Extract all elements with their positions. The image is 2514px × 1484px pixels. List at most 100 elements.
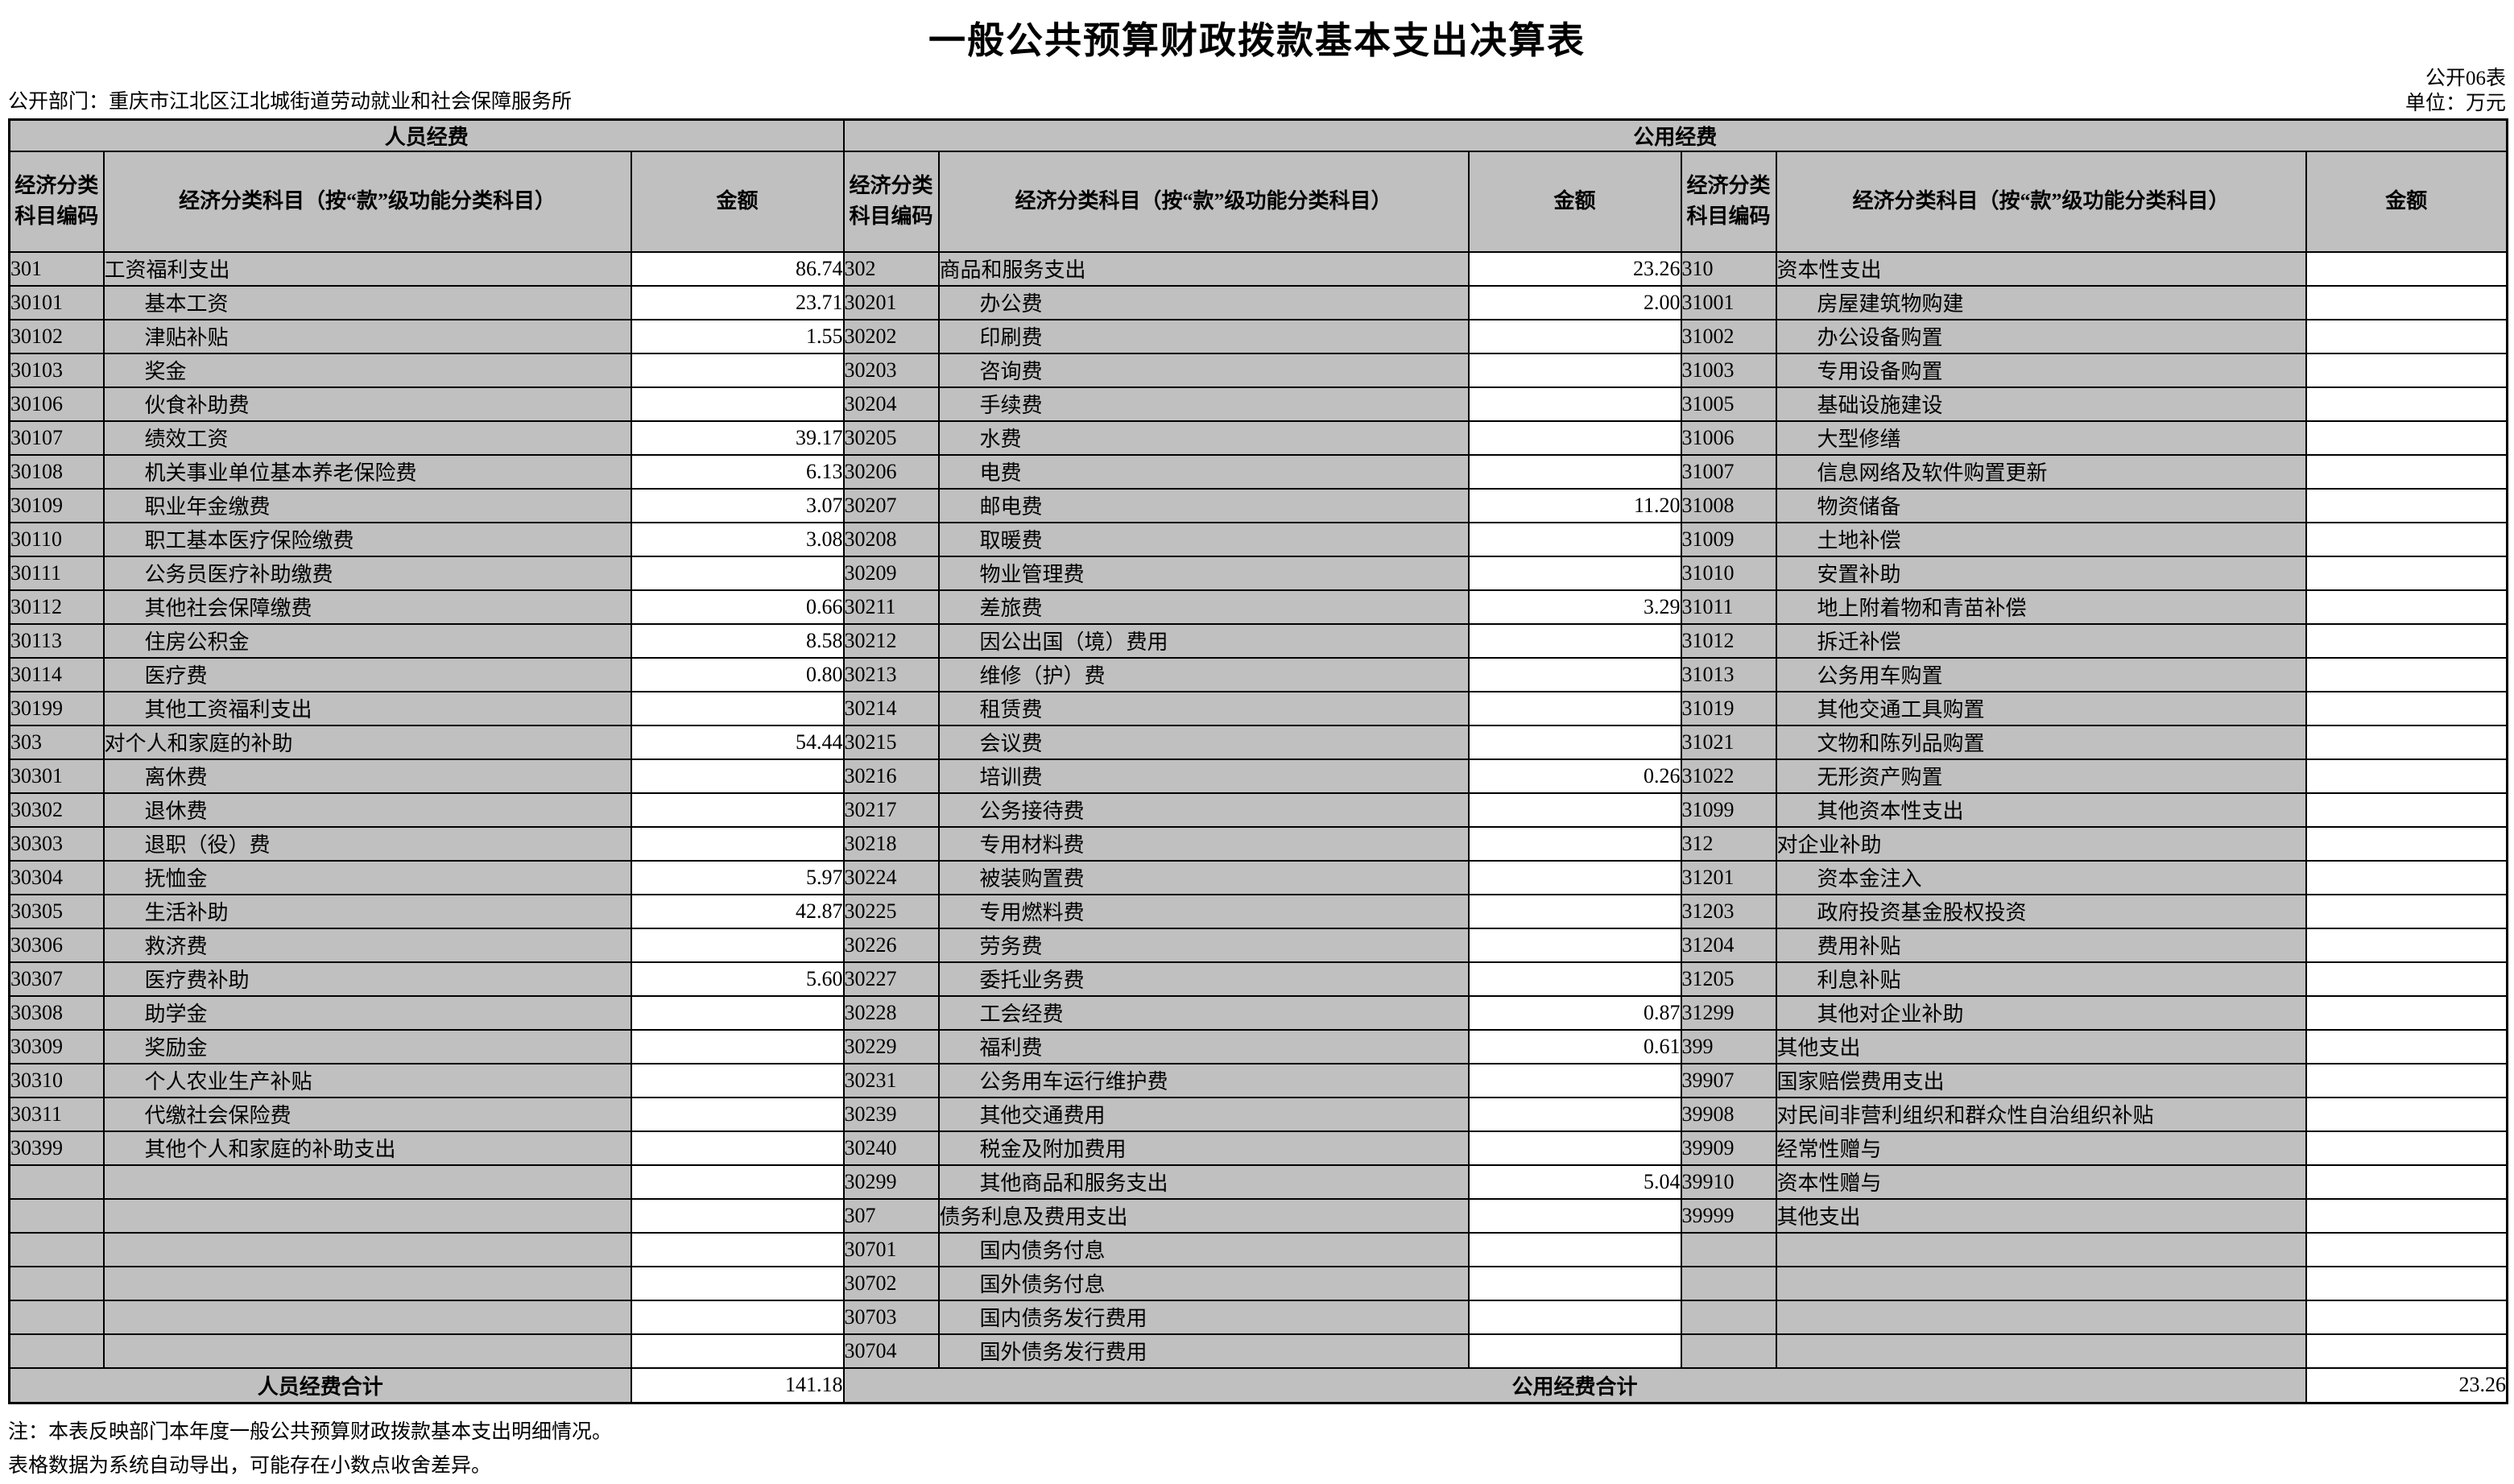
amount-cell: 5.97 (630, 859, 845, 895)
code-cell: 30199 (8, 690, 105, 726)
subject-cell: 房屋建筑物购建 (1775, 284, 2307, 320)
subject-cell: 水费 (937, 420, 1470, 456)
subject-cell: 国家赔偿费用支出 (1775, 1062, 2307, 1098)
subject-cell: 拆迁补偿 (1775, 622, 2307, 659)
amount-cell (2305, 453, 2508, 490)
amount-cell (2305, 487, 2508, 523)
code-cell: 30225 (842, 893, 940, 929)
table-row: 30106 伙食补助费 30204 手续费 31005 基础设施建设 (8, 386, 2508, 422)
amount-cell (1467, 386, 1682, 422)
table-row: 30305 生活补助 42.87 30225 专用燃料费 31203 政府投资基金股权投资 (8, 893, 2508, 929)
amount-cell: 3.29 (1467, 589, 1682, 625)
subject-cell: 职工基本医疗保险缴费 (102, 521, 632, 557)
table-row: 30399 其他个人和家庭的补助支出 30240 税金及附加费用 39909 经常性赠与 (8, 1130, 2508, 1166)
code-cell: 399 (1680, 1028, 1777, 1064)
table-row: 30103 奖金 30203 咨询费 31003 专用设备购置 (8, 352, 2508, 388)
subject-cell: 物业管理费 (937, 555, 1470, 591)
amount-cell (2305, 521, 2508, 557)
amount-cell (1467, 1096, 1682, 1132)
table-row: 30308 助学金 30228 工会经费 0.87 31299 其他对企业补助 (8, 994, 2508, 1031)
subject-cell: 专用材料费 (937, 825, 1470, 862)
subject-cell: 债务利息及费用支出 (937, 1197, 1470, 1234)
code-cell (1680, 1333, 1777, 1369)
table-row: 30703 国内债务发行费用 (8, 1299, 2508, 1335)
subject-cell: 国外债务发行费用 (937, 1333, 1470, 1369)
code-cell: 30299 (842, 1164, 940, 1200)
col-header-subject: 经济分类科目（按“款”级功能分类科目） (937, 150, 1470, 253)
subject-cell (1775, 1231, 2307, 1267)
subject-cell: 差旅费 (937, 589, 1470, 625)
amount-cell: 54.44 (630, 724, 845, 760)
amount-cell (2305, 758, 2508, 794)
code-cell: 30226 (842, 927, 940, 963)
amount-cell (1467, 893, 1682, 929)
col-header-subject: 经济分类科目（按“款”级功能分类科目） (1775, 150, 2307, 253)
subject-cell: 取暖费 (937, 521, 1470, 557)
code-cell: 30108 (8, 453, 105, 490)
meta-row: 公开部门：重庆市江北区江北城街道劳动就业和社会保障服务所 公开06表 单位：万元 (8, 66, 2506, 117)
meta-right: 公开06表 单位：万元 (2405, 66, 2506, 117)
amount-cell (2305, 893, 2508, 929)
amount-cell: 8.58 (630, 622, 845, 659)
code-cell: 30306 (8, 927, 105, 963)
code-cell: 31009 (1680, 521, 1777, 557)
subject-cell: 政府投资基金股权投资 (1775, 893, 2307, 929)
code-cell: 30107 (8, 420, 105, 456)
subject-cell: 代缴社会保险费 (102, 1096, 632, 1132)
code-cell: 39999 (1680, 1197, 1777, 1234)
amount-cell (1467, 1197, 1682, 1234)
code-cell: 310 (1680, 250, 1777, 287)
code-cell (8, 1265, 105, 1301)
code-cell: 30111 (8, 555, 105, 591)
code-cell: 30302 (8, 792, 105, 828)
subject-cell: 伙食补助费 (102, 386, 632, 422)
amount-cell (2305, 555, 2508, 591)
code-cell: 31201 (1680, 859, 1777, 895)
amount-cell: 6.13 (630, 453, 845, 490)
subject-cell: 办公费 (937, 284, 1470, 320)
subject-cell: 离休费 (102, 758, 632, 794)
table-row: 30108 机关事业单位基本养老保险费 6.13 30206 电费 31007 信息网络及软… (8, 453, 2508, 490)
subject-cell (102, 1265, 632, 1301)
column-header-row: 经济分类科目编码 经济分类科目（按“款”级功能分类科目） 金额 经济分类科目编码… (8, 150, 2508, 253)
amount-cell: 23.71 (630, 284, 845, 320)
subject-cell: 退休费 (102, 792, 632, 828)
amount-cell: 39.17 (630, 420, 845, 456)
amount-cell (1467, 555, 1682, 591)
code-cell: 307 (842, 1197, 940, 1234)
subject-cell: 被装购置费 (937, 859, 1470, 895)
amount-cell (1467, 521, 1682, 557)
table-row: 30114 医疗费 0.80 30213 维修（护）费 31013 公务用车购置 (8, 656, 2508, 692)
code-cell: 31205 (1680, 961, 1777, 997)
subject-cell: 安置补助 (1775, 555, 2307, 591)
table-row: 303 对个人和家庭的补助 54.44 30215 会议费 31021 文物和陈列品购置 (8, 724, 2508, 760)
personnel-total-amount: 141.18 (630, 1366, 845, 1403)
section-header-row: 人员经费 公用经费 (8, 118, 2508, 152)
subject-cell: 专用设备购置 (1775, 352, 2307, 388)
table-row: 30301 离休费 30216 培训费 0.26 31022 无形资产购置 (8, 758, 2508, 794)
amount-cell (630, 1130, 845, 1166)
subject-cell: 信息网络及软件购置更新 (1775, 453, 2307, 490)
amount-cell (1467, 1130, 1682, 1166)
code-cell (8, 1231, 105, 1267)
amount-cell: 0.66 (630, 589, 845, 625)
amount-cell: 3.07 (630, 487, 845, 523)
amount-cell (1467, 1299, 1682, 1335)
amount-cell (1467, 1333, 1682, 1369)
amount-cell (1467, 622, 1682, 659)
amount-cell (1467, 690, 1682, 726)
code-cell: 31005 (1680, 386, 1777, 422)
table-row: 30309 奖励金 30229 福利费 0.61 399 其他支出 (8, 1028, 2508, 1064)
subject-cell: 其他个人和家庭的补助支出 (102, 1130, 632, 1166)
code-cell: 30702 (842, 1265, 940, 1301)
code-cell (8, 1164, 105, 1200)
code-cell: 30102 (8, 318, 105, 354)
subject-cell: 物资储备 (1775, 487, 2307, 523)
amount-cell (630, 994, 845, 1031)
amount-cell (630, 690, 845, 726)
subject-cell (1775, 1333, 2307, 1369)
amount-cell (630, 1231, 845, 1267)
amount-cell (2305, 589, 2508, 625)
col-header-amount: 金额 (1467, 150, 1682, 253)
table-row: 30102 津贴补贴 1.55 30202 印刷费 31002 办公设备购置 (8, 318, 2508, 354)
